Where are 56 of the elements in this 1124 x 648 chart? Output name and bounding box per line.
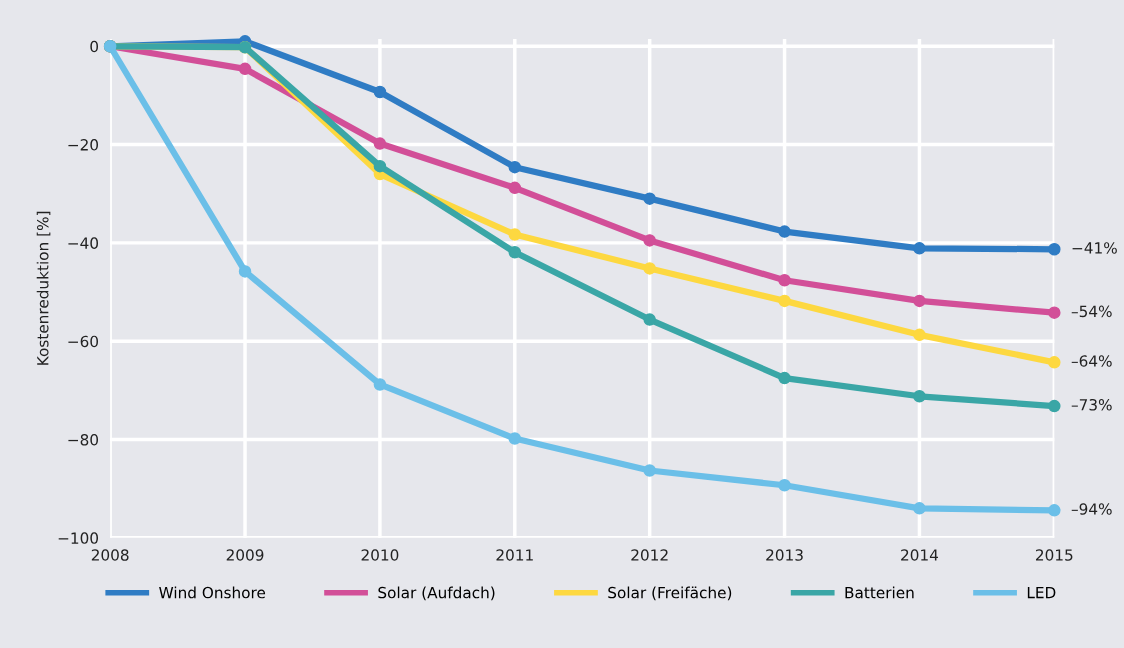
point [778, 478, 791, 492]
x-tick-label: 2008 [91, 549, 129, 561]
data-label: –73% [1071, 398, 1112, 411]
x-tick-label: 2010 [361, 549, 399, 561]
point [778, 371, 791, 385]
x-tick-label: 2014 [901, 549, 939, 561]
y-tick-label: −100 [58, 532, 99, 544]
point [1048, 504, 1061, 517]
point [508, 181, 522, 195]
point [643, 313, 656, 326]
point [373, 378, 387, 391]
data-label: –64% [1071, 355, 1112, 367]
point [508, 160, 522, 174]
point [643, 192, 656, 205]
point [1048, 306, 1061, 319]
x-tick-label: 2015 [1035, 549, 1073, 561]
point [643, 262, 656, 275]
point [913, 242, 926, 255]
point [643, 234, 656, 247]
point [238, 62, 252, 76]
point [508, 432, 522, 445]
point [373, 137, 387, 150]
data-label: –54% [1071, 305, 1112, 318]
legend-label: Solar (Aufdach) [378, 586, 495, 601]
point [913, 328, 926, 342]
point [913, 390, 926, 403]
legend-label: Batterien [845, 586, 914, 599]
data-label: −41% [1072, 242, 1117, 254]
y-tick-label: 0 [90, 40, 99, 53]
y-tick-label: −40 [68, 237, 99, 249]
point [1048, 243, 1061, 256]
point [778, 294, 791, 308]
point [508, 228, 522, 241]
legend-label: LED [1027, 586, 1056, 599]
y-axis-title: Kostenreduktion [%] [36, 211, 51, 365]
point [373, 159, 387, 173]
x-tick-label: 2012 [631, 549, 668, 561]
y-tick-label: −20 [68, 139, 99, 151]
legend-label: Wind Onshore [159, 586, 266, 599]
point [778, 225, 791, 238]
y-tick-label: −60 [68, 335, 99, 348]
x-tick-label: 2011 [496, 549, 533, 561]
x-tick-label: 2013 [766, 549, 803, 561]
point [1048, 356, 1061, 369]
point [373, 85, 387, 99]
x-tick-label: 2009 [226, 549, 264, 561]
point [643, 464, 656, 477]
point [1048, 399, 1061, 413]
data-label: –94% [1071, 503, 1112, 515]
point [238, 265, 252, 278]
point [913, 294, 926, 308]
point [913, 502, 926, 515]
legend-label: Solar (Freifäche) [608, 586, 732, 601]
y-tick-label: −80 [68, 433, 99, 446]
point [778, 273, 791, 287]
point [508, 245, 522, 259]
